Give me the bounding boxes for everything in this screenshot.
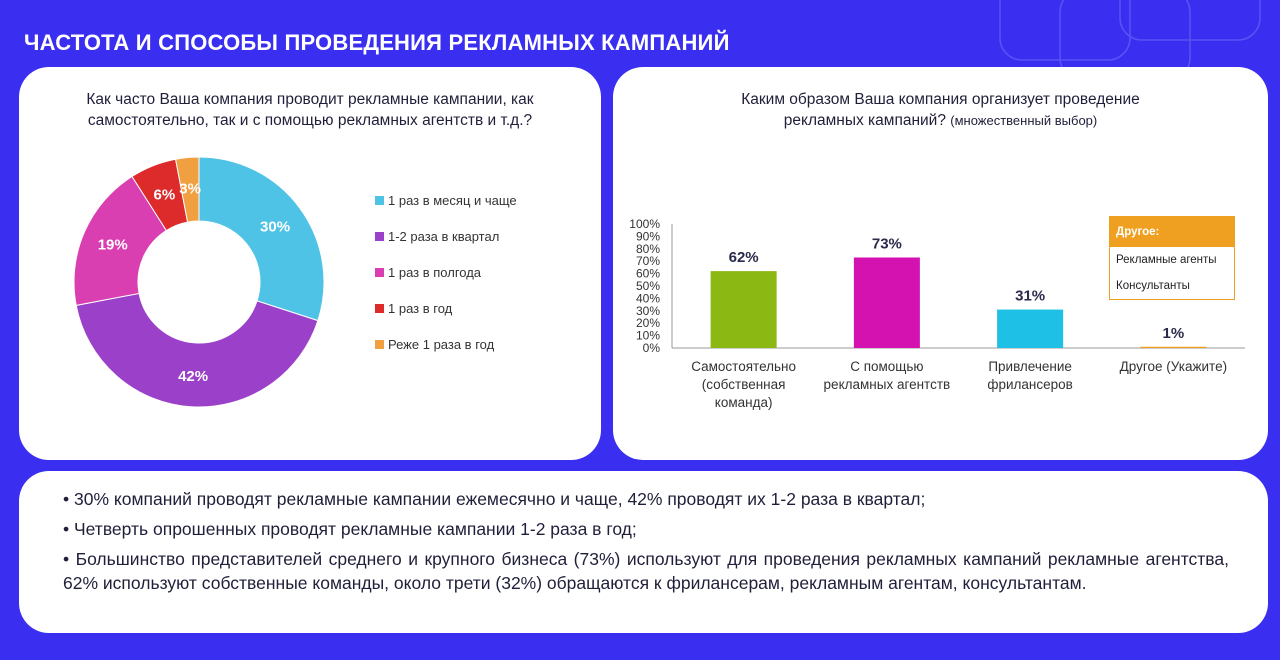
method-question-line-2: рекламных кампаний? (множественный выбор… bbox=[633, 110, 1248, 131]
legend-label: Реже 1 раза в год bbox=[388, 337, 495, 352]
y-tick-label: 60% bbox=[636, 267, 660, 281]
legend-swatch bbox=[375, 340, 384, 349]
legend-label: 1 раз в полгода bbox=[388, 265, 482, 280]
y-tick-label: 10% bbox=[636, 329, 660, 343]
y-tick-label: 0% bbox=[643, 341, 661, 355]
other-answer-item: Рекламные агенты bbox=[1116, 254, 1217, 266]
other-answers-header: Другое: bbox=[1110, 217, 1234, 247]
x-category-label: рекламных агентств bbox=[824, 377, 951, 392]
page-title: ЧАСТОТА И СПОСОБЫ ПРОВЕДЕНИЯ РЕКЛАМНЫХ К… bbox=[24, 30, 730, 55]
method-question: Каким образом Ваша компания организует п… bbox=[633, 89, 1248, 131]
donut-slice bbox=[198, 156, 325, 322]
summary-bullet: • 30% компаний проводят рекламные кампан… bbox=[63, 489, 926, 509]
x-category-label: фрилансеров bbox=[987, 377, 1072, 392]
bar bbox=[997, 309, 1064, 348]
other-answer-item: Консультанты bbox=[1116, 280, 1190, 292]
frequency-chart-card: Как часто Ваша компания проводит рекламн… bbox=[19, 67, 601, 460]
donut-slice-label: 6% bbox=[154, 187, 176, 204]
donut-slice-label: 3% bbox=[179, 180, 201, 197]
method-question-main: рекламных кампаний? bbox=[783, 112, 946, 129]
bar bbox=[710, 271, 777, 348]
legend-item: 1 раз в год bbox=[375, 301, 452, 316]
donut-slice-label: 42% bbox=[178, 368, 208, 385]
other-answers-box: Другое: Рекламные агенты Консультанты bbox=[1109, 216, 1235, 300]
legend-item: Реже 1 раза в год bbox=[375, 337, 494, 352]
y-tick-label: 50% bbox=[636, 279, 660, 293]
bar-value-label: 1% bbox=[1163, 325, 1185, 342]
x-category-label: Самостоятельно bbox=[691, 359, 796, 374]
method-question-line-1: Каким образом Ваша компания организует п… bbox=[741, 91, 1140, 108]
donut-slice bbox=[73, 175, 168, 307]
legend-swatch bbox=[375, 304, 384, 313]
bar-value-label: 73% bbox=[872, 235, 902, 252]
x-category-label: команда) bbox=[715, 395, 773, 410]
donut-slice-label: 19% bbox=[98, 237, 128, 254]
frequency-question: Как часто Ваша компания проводит рекламн… bbox=[39, 89, 581, 131]
y-tick-label: 30% bbox=[636, 304, 660, 318]
method-bar-chart: 0%10%20%30%40%50%60%70%80%90%100% 62% Само… bbox=[629, 217, 1245, 410]
y-tick-label: 80% bbox=[636, 242, 660, 256]
legend-swatch bbox=[375, 268, 384, 277]
legend-item: 1-2 раза в квартал bbox=[375, 229, 499, 244]
summary-card: • 30% компаний проводят рекламные кампан… bbox=[19, 471, 1268, 633]
legend-item: 1 раз в месяц и чаще bbox=[375, 193, 517, 208]
y-tick-label: 90% bbox=[636, 229, 660, 243]
method-chart-card: Каким образом Ваша компания организует п… bbox=[613, 67, 1268, 460]
y-tick-label: 40% bbox=[636, 291, 660, 305]
donut-slice bbox=[174, 156, 200, 223]
bar bbox=[1140, 346, 1207, 348]
summary-bullet: • Четверть опрошенных проводят рекламные… bbox=[63, 519, 637, 539]
bar-value-label: 62% bbox=[729, 249, 759, 266]
bar-value-label: 31% bbox=[1015, 288, 1045, 305]
donut-slice bbox=[75, 292, 319, 408]
donut-slice-label: 30% bbox=[260, 219, 290, 236]
summary-bullet: • Большинство представителей среднего и … bbox=[63, 549, 1229, 593]
x-category-label: Привлечение bbox=[988, 359, 1072, 374]
y-tick-label: 20% bbox=[636, 316, 660, 330]
legend-label: 1 раз в месяц и чаще bbox=[388, 193, 517, 208]
legend-label: 1 раз в год bbox=[388, 301, 453, 316]
y-tick-label: 70% bbox=[636, 254, 660, 268]
legend-swatch bbox=[375, 232, 384, 241]
frequency-question-line-2: самостоятельно, так и с помощью рекламны… bbox=[87, 112, 533, 129]
frequency-donut-chart: 30% 42% 19% 6% 3% bbox=[73, 156, 325, 408]
frequency-question-line-1: Как часто Ваша компания проводит рекламн… bbox=[86, 91, 534, 108]
x-category-label: (собственная bbox=[702, 377, 786, 392]
y-tick-label: 100% bbox=[629, 217, 660, 231]
legend-item: 1 раз в полгода bbox=[375, 265, 481, 280]
method-question-note: (множественный выбор) bbox=[950, 113, 1098, 128]
x-category-label: Другое (Укажите) bbox=[1120, 359, 1227, 374]
x-category-label: С помощью bbox=[850, 359, 923, 374]
bar bbox=[853, 257, 920, 348]
legend-swatch bbox=[375, 196, 384, 205]
legend-label: 1-2 раза в квартал bbox=[388, 229, 500, 244]
